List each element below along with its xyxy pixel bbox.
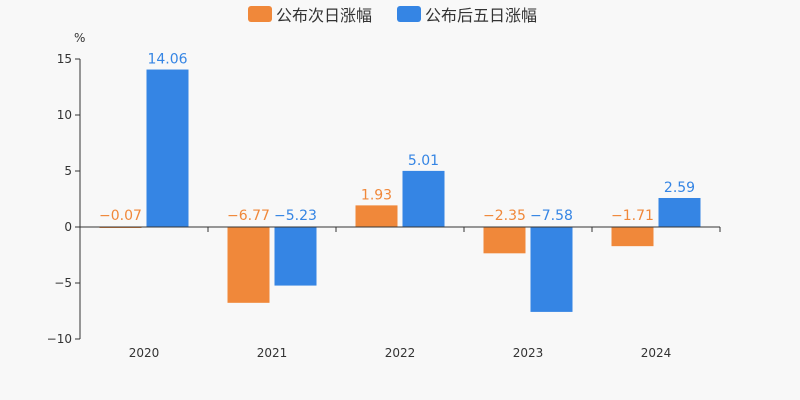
data-label: −0.07 (99, 208, 142, 224)
bar[interactable] (227, 227, 270, 303)
x-tick-label: 2022 (385, 346, 416, 360)
bar[interactable] (483, 227, 526, 254)
legend-label[interactable]: 公布次日涨幅 (276, 6, 372, 25)
legend: 公布次日涨幅 公布后五日涨幅 (248, 6, 537, 25)
y-tick-label: 0 (64, 220, 72, 234)
x-tick-label: 2023 (513, 346, 544, 360)
bar[interactable] (402, 170, 445, 227)
data-label: −1.71 (611, 208, 654, 224)
data-label: −6.77 (227, 208, 270, 224)
data-labels: −0.07 14.06 −6.77 −5.23 1.93 5.01 −2.35 −7.58 −1… (99, 52, 695, 224)
legend-swatch (248, 6, 272, 22)
bar[interactable] (658, 197, 701, 227)
y-axis: 15 10 5 0 −5 −10 (47, 52, 81, 346)
y-axis-unit: % (74, 31, 85, 45)
legend-label[interactable]: 公布后五日涨幅 (425, 6, 537, 25)
data-label: 1.93 (361, 187, 392, 203)
bar[interactable] (146, 69, 189, 227)
bar[interactable] (355, 205, 398, 227)
bar[interactable] (611, 227, 654, 247)
x-axis: 2020 2021 2022 2023 2024 (79, 226, 721, 360)
y-tick-label: 10 (57, 108, 72, 122)
bars (99, 69, 701, 312)
x-tick-label: 2024 (641, 346, 672, 360)
bar[interactable] (530, 227, 573, 312)
y-tick-label: 5 (64, 164, 72, 178)
x-tick-label: 2021 (257, 346, 288, 360)
data-label: −2.35 (483, 208, 526, 224)
y-tick-label: −10 (47, 332, 72, 346)
bar[interactable] (274, 227, 317, 286)
y-tick-label: −5 (54, 276, 72, 290)
data-label: 2.59 (664, 180, 695, 196)
y-tick-label: 15 (57, 52, 72, 66)
data-label: 5.01 (408, 153, 439, 169)
data-label: 14.06 (147, 52, 187, 68)
x-tick-label: 2020 (129, 346, 160, 360)
data-label: −7.58 (530, 208, 573, 224)
legend-swatch (397, 6, 421, 22)
data-label: −5.23 (274, 208, 317, 224)
